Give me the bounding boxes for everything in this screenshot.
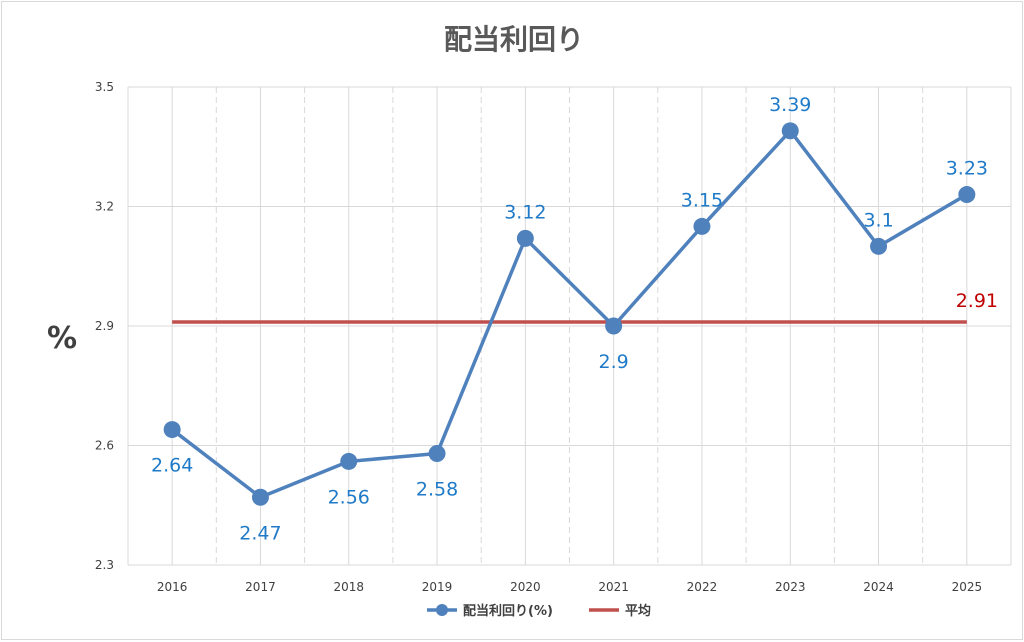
data-label: 3.12 <box>504 201 546 223</box>
legend-yield-marker <box>436 604 448 616</box>
x-tick-label: 2017 <box>245 580 276 594</box>
yield-point <box>516 229 534 247</box>
yield-point <box>163 421 181 439</box>
yield-point <box>340 452 358 470</box>
yield-point <box>605 317 623 335</box>
y-axis-label: % <box>47 321 77 356</box>
yield-point <box>251 488 269 506</box>
x-axis-ticks: 2016 2017 2018 2019 2020 2021 2022 2023 2024 2025 <box>157 580 982 594</box>
data-label: 2.64 <box>151 455 193 477</box>
yield-line <box>171 129 968 500</box>
yield-point <box>781 122 799 140</box>
data-label: 3.39 <box>769 94 811 116</box>
average-data-label: 2.91 <box>956 290 998 312</box>
yield-point <box>870 237 888 255</box>
yield-point <box>958 186 976 204</box>
data-label: 2.56 <box>328 486 370 508</box>
y-tick-label: 3.5 <box>95 80 114 94</box>
data-label: 3.15 <box>681 189 723 211</box>
x-tick-label: 2021 <box>598 580 629 594</box>
legend: 配当利回り(%) 平均 <box>427 603 651 619</box>
chart-title: 配当利回り <box>444 23 584 56</box>
y-axis-ticks: 2.3 2.6 2.9 3.2 3.5 <box>95 80 114 572</box>
x-tick-label: 2022 <box>687 580 718 594</box>
x-tick-label: 2019 <box>422 580 453 594</box>
yield-point <box>428 444 446 462</box>
yield-point <box>693 217 711 235</box>
x-tick-label: 2025 <box>952 580 983 594</box>
average-series: 2.91 <box>172 290 998 324</box>
x-tick-label: 2016 <box>157 580 188 594</box>
data-label: 2.9 <box>599 351 629 373</box>
data-label: 3.23 <box>946 158 988 180</box>
data-label: 2.47 <box>239 522 281 544</box>
yield-series <box>163 122 976 506</box>
y-tick-label: 2.3 <box>95 558 114 572</box>
legend-average-label: 平均 <box>625 603 651 619</box>
x-tick-label: 2020 <box>510 580 541 594</box>
x-tick-label: 2018 <box>333 580 364 594</box>
grid <box>127 86 1012 566</box>
x-tick-label: 2023 <box>775 580 806 594</box>
data-label: 2.58 <box>416 478 458 500</box>
x-tick-label: 2024 <box>863 580 894 594</box>
data-label: 3.1 <box>863 209 893 231</box>
legend-yield-label: 配当利回り(%) <box>463 603 553 619</box>
y-tick-label: 2.9 <box>95 319 114 333</box>
data-labels: 2.64 2.47 2.56 2.58 3.12 2.9 3.15 3.39 3.1 3.23 <box>151 94 988 544</box>
y-tick-label: 3.2 <box>95 200 114 214</box>
y-tick-label: 2.6 <box>95 439 114 453</box>
